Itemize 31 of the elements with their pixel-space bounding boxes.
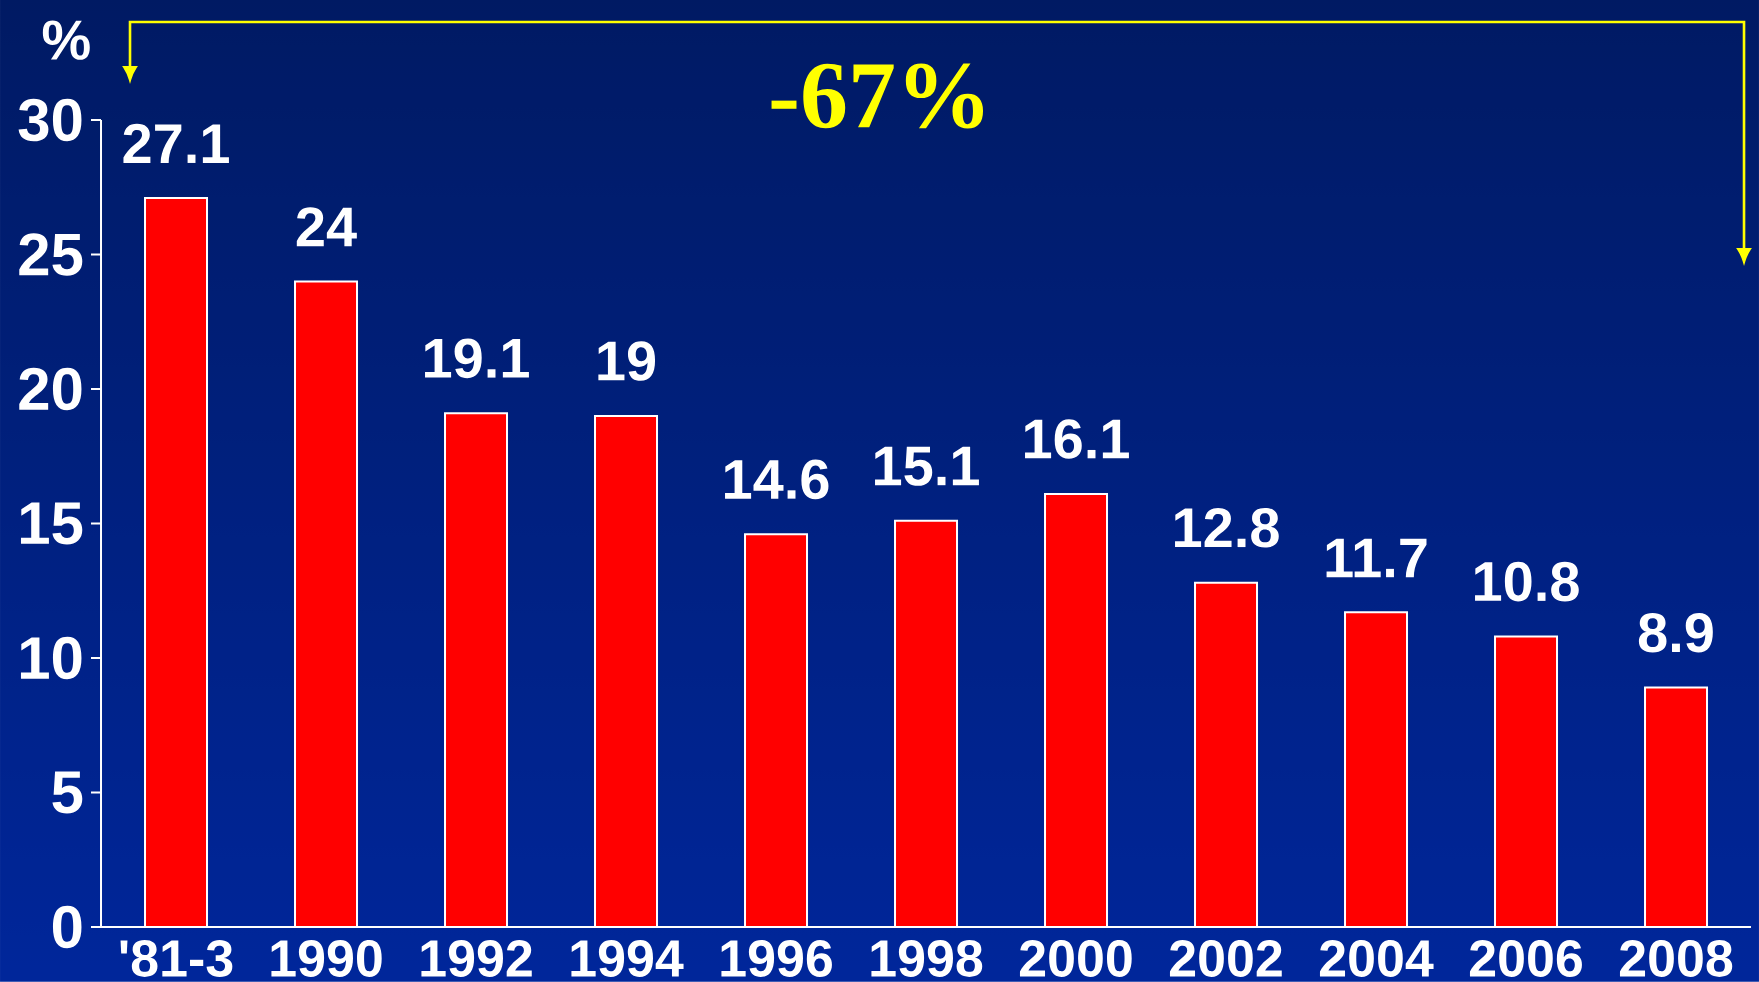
y-tick-label: 0 [52, 905, 82, 949]
data-label: 11.7 [1326, 538, 1427, 578]
x-tick-label: 1990 [271, 940, 382, 977]
data-label: 15.1 [875, 446, 979, 486]
annotation: -67% [771, 63, 984, 129]
x-tick-label: 1994 [571, 940, 684, 977]
data-label: 19.1 [425, 338, 529, 379]
x-tick-label: 2000 [1019, 940, 1132, 977]
y-tick-label: 30 [18, 98, 82, 142]
data-label: 19 [598, 341, 656, 381]
x-tick-label: 1992 [421, 940, 532, 977]
y-tick-label: 15 [20, 502, 83, 545]
y-axis-title: % [42, 20, 90, 60]
x-tick-label: 2004 [1319, 940, 1434, 977]
data-label: 12.8 [1175, 507, 1279, 548]
data-label: 10.8 [1475, 561, 1579, 602]
x-tick-label: 2008 [1619, 940, 1733, 977]
data-label: 24 [296, 207, 357, 247]
data-label: 16.1 [1025, 419, 1129, 459]
x-tick-label: 1998 [871, 940, 983, 977]
y-tick-label: 20 [19, 367, 82, 411]
data-label: 27.1 [123, 123, 229, 163]
y-tick-label: 10 [20, 636, 82, 680]
data-label: 14.6 [725, 459, 829, 500]
x-tick-label: 2002 [1169, 940, 1282, 977]
x-tick-label: 2006 [1469, 940, 1582, 977]
y-tick-label: 5 [52, 771, 83, 814]
y-tick-label: 25 [19, 233, 83, 276]
data-label: 8.9 [1638, 612, 1713, 653]
x-tick-label: 1996 [721, 940, 832, 977]
x-tick-label: '81-3 [120, 940, 233, 977]
